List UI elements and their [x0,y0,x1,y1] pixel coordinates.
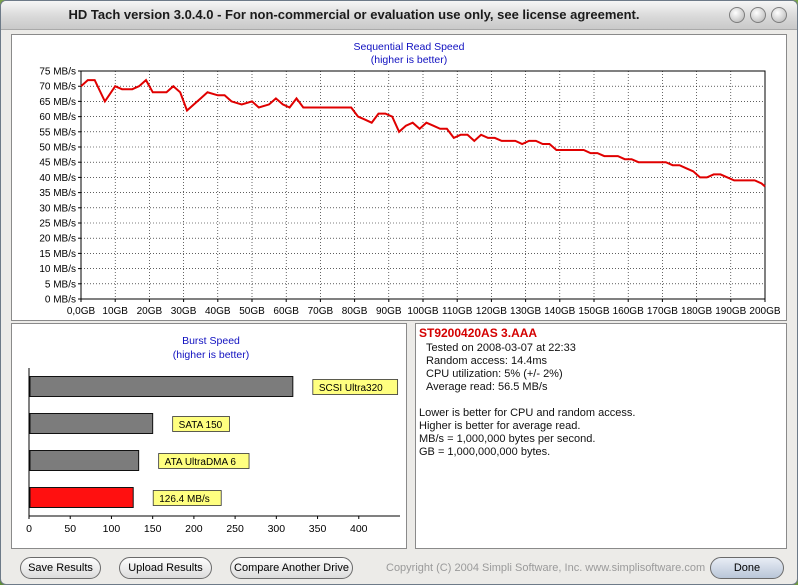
burst-bar [29,376,294,397]
x-tick-label: 350 [309,523,327,535]
test-date: Tested on 2008-03-07 at 22:33 [426,342,576,354]
x-tick-label: 140GB [544,306,575,317]
y-tick-label: 55 MB/s [39,127,76,138]
random-access: Random access: 14.4ms [426,355,548,367]
y-tick-label: 70 MB/s [39,82,76,93]
chart-subtitle: (higher is better) [371,54,447,66]
x-tick-label: 200GB [749,306,780,317]
x-tick-label: 20GB [137,306,163,317]
done-button[interactable]: Done [710,557,784,579]
bar-label: SATA 150 [179,420,223,431]
cpu-utilization: CPU utilization: 5% (+/- 2%) [426,368,563,380]
y-tick-label: 40 MB/s [39,173,76,184]
x-tick-label: 0 [26,523,32,535]
sequential-read-chart: Sequential Read Speed (higher is better)… [39,41,781,317]
y-tick-label: 20 MB/s [39,234,76,245]
x-tick-label: 110GB [442,306,473,317]
drive-info-panel: ST9200420AS 3.AAA Tested on 2008-03-07 a… [415,323,787,549]
x-tick-label: 170GB [647,306,678,317]
maximize-icon[interactable] [750,7,766,23]
y-tick-label: 0 MB/s [45,295,76,306]
y-tick-label: 75 MB/s [39,67,76,78]
x-tick-label: 100 [103,523,121,535]
x-tick-label: 130GB [510,306,541,317]
note-line: GB = 1,000,000,000 bytes. [419,446,551,458]
sequential-read-panel: Sequential Read Speed (higher is better)… [11,34,787,321]
burst-subtitle: (higher is better) [173,349,249,361]
window-title: HD Tach version 3.0.4.0 - For non-commer… [68,7,640,22]
bar-label: ATA UltraDMA 6 [165,457,237,468]
x-tick-label: 250 [226,523,244,535]
x-tick-label: 10GB [102,306,128,317]
y-tick-label: 25 MB/s [39,219,76,230]
save-results-button[interactable]: Save Results [20,557,101,579]
compare-another-drive-button[interactable]: Compare Another Drive [230,557,353,579]
bar-label-box [152,490,222,506]
x-tick-label: 190GB [715,306,746,317]
burst-speed-chart: Burst Speed (higher is better) SCSI Ultr… [26,335,400,535]
x-tick-label: 100GB [407,306,438,317]
y-tick-label: 5 MB/s [45,279,76,290]
x-tick-label: 40GB [205,306,231,317]
bar-label-box [172,416,230,432]
y-tick-label: 30 MB/s [39,203,76,214]
burst-title: Burst Speed [182,335,240,347]
note-line: MB/s = 1,000,000 bytes per second. [419,433,596,445]
x-tick-label: 180GB [681,306,712,317]
average-read: Average read: 56.5 MB/s [426,381,548,393]
chart-title: Sequential Read Speed [354,41,465,53]
read-speed-line [80,78,766,188]
close-icon[interactable] [771,7,787,23]
y-tick-label: 45 MB/s [39,158,76,169]
bar-label-box [312,379,399,395]
bar-label: SCSI Ultra320 [319,383,383,394]
x-tick-label: 70GB [308,306,334,317]
x-tick-label: 300 [268,523,286,535]
x-tick-label: 120GB [476,306,507,317]
y-tick-label: 35 MB/s [39,188,76,199]
x-tick-label: 60GB [273,306,299,317]
x-tick-label: 90GB [376,306,402,317]
burst-bar [29,450,140,471]
minimize-icon[interactable] [729,7,745,23]
burst-bar [29,413,154,434]
x-tick-label: 0,0GB [67,306,96,317]
y-tick-label: 50 MB/s [39,143,76,154]
note-line: Higher is better for average read. [419,420,581,432]
x-tick-label: 30GB [171,306,197,317]
y-tick-label: 65 MB/s [39,97,76,108]
x-tick-label: 150 [144,523,162,535]
y-tick-label: 60 MB/s [39,112,76,123]
burst-bar [29,487,134,508]
note-line: Lower is better for CPU and random acces… [419,407,636,419]
x-tick-label: 400 [350,523,368,535]
bar-label-box [158,453,250,469]
copyright-text: Copyright (C) 2004 Simpli Software, Inc.… [386,562,706,574]
bar-label: 126.4 MB/s [159,494,210,505]
x-tick-label: 160GB [613,306,644,317]
x-tick-label: 150GB [578,306,609,317]
x-tick-label: 50GB [239,306,265,317]
x-tick-label: 80GB [342,306,368,317]
title-bar[interactable]: HD Tach version 3.0.4.0 - For non-commer… [1,1,797,30]
y-tick-label: 15 MB/s [39,249,76,260]
drive-model: ST9200420AS 3.AAA [419,326,538,340]
upload-results-button[interactable]: Upload Results [119,557,212,579]
y-tick-label: 10 MB/s [39,264,76,275]
burst-speed-panel: Burst Speed (higher is better) SCSI Ultr… [11,323,407,549]
x-tick-label: 50 [64,523,76,535]
x-tick-label: 200 [185,523,203,535]
